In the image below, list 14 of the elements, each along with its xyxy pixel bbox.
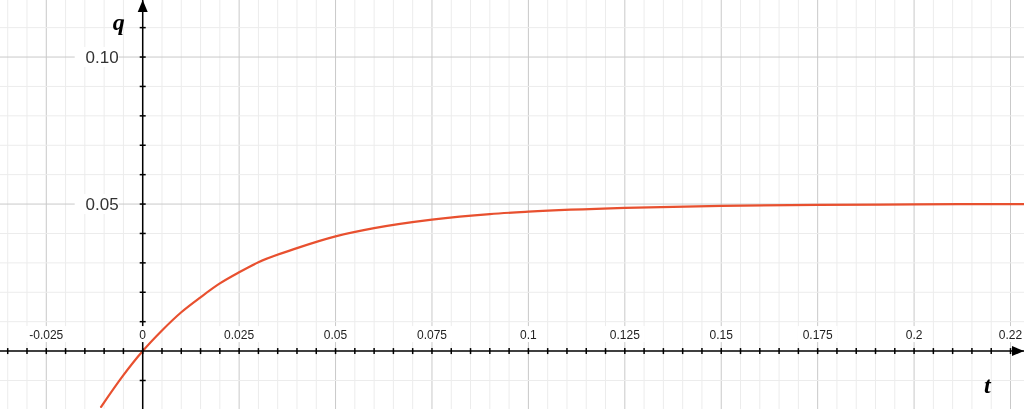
x-tick-label: 0.15 (709, 328, 734, 343)
y-tick-label: 0.10 (85, 48, 119, 68)
y-axis-title: q (112, 9, 125, 35)
x-tick-label: 0.075 (416, 328, 448, 343)
x-tick-label: 0.125 (609, 328, 641, 343)
x-tick-label: 0.22 (998, 328, 1023, 343)
x-tick-label: 0.2 (905, 328, 923, 343)
x-tick-label: 0.025 (224, 328, 255, 343)
x-tick-label: 0 (139, 328, 147, 343)
x-tick-label: -0.025 (29, 328, 64, 343)
x-axis-title: t (984, 372, 992, 399)
x-tick-label: 0.175 (802, 328, 833, 343)
x-tick-label: 0.1 (520, 328, 538, 343)
x-tick-label: 0.05 (323, 328, 348, 343)
